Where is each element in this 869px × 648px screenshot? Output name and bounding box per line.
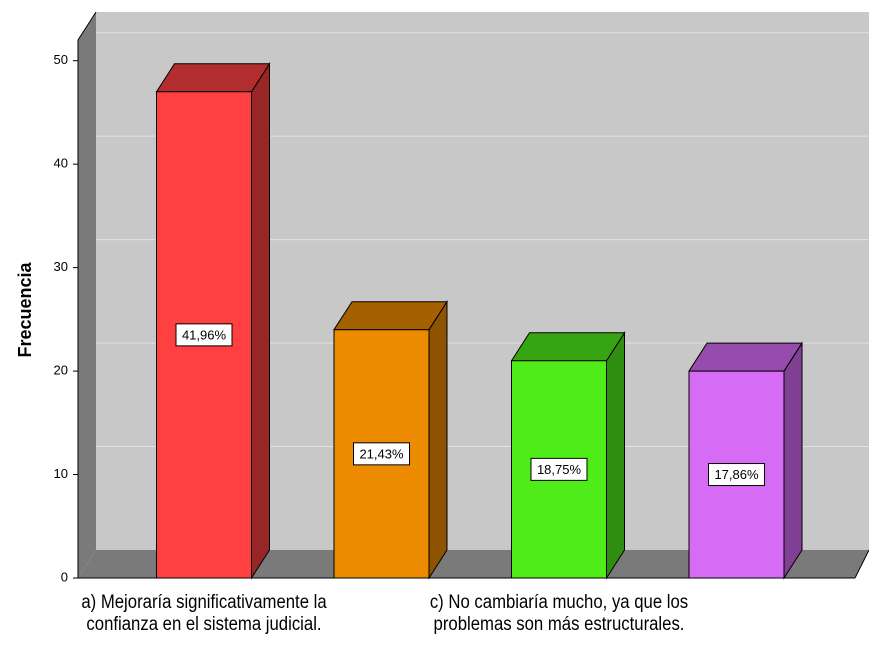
value-label: 41,96% [182,327,227,342]
bar-top [155,63,271,93]
floor [78,550,869,578]
y-tick-label: 10 [54,466,68,481]
bar [155,62,271,580]
bar-top [333,301,448,331]
x-tick-label: c) No cambiaría mucho, ya que los proble… [429,592,689,635]
value-label: 18,75% [537,462,582,477]
back-wall [96,12,869,550]
bar-side [606,331,625,580]
y-tick-label: 40 [54,156,68,171]
bar-top [688,342,803,372]
value-label-box [530,457,588,481]
value-label-box [175,323,233,347]
wall-edge [77,11,97,41]
bar-top [510,332,626,362]
y-tick-label: 20 [54,363,68,378]
bar [688,341,803,580]
y-tick-label: 30 [54,259,68,274]
value-label: 17,86% [714,467,759,482]
bar-side [428,299,448,580]
y-axis-label: Frecuencia [15,261,35,357]
bar-side [783,341,803,580]
bar-side [251,62,270,580]
left-wall [78,12,96,578]
x-tick-label: a) Mejoraría significativamente la confi… [81,592,327,635]
y-tick-label: 0 [61,569,68,584]
value-label-box [708,463,765,487]
y-tick-label: 50 [54,52,68,67]
value-label-box [353,442,410,466]
bar [333,299,448,580]
value-label: 21,43% [359,446,404,461]
bar [510,331,626,580]
floor-edge [854,549,869,579]
